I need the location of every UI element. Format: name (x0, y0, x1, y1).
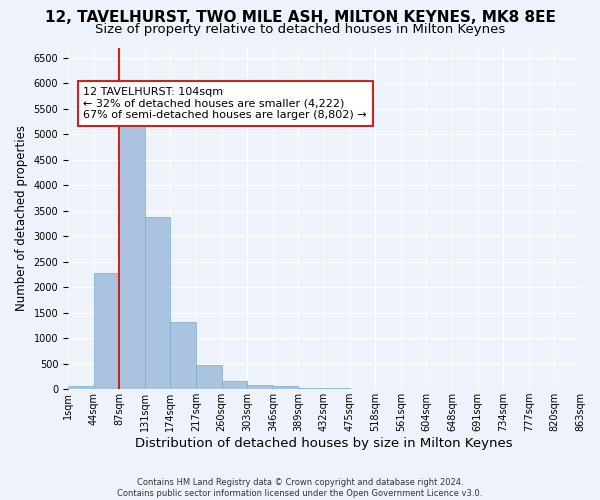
Bar (170, 322, 196, 389)
Bar (247, 384, 273, 389)
Text: Size of property relative to detached houses in Milton Keynes: Size of property relative to detached ho… (95, 22, 505, 36)
Bar (324, 388, 350, 389)
Bar (298, 388, 324, 389)
Bar (94, 273, 119, 389)
Bar (145, 217, 170, 389)
Bar (221, 381, 247, 389)
Text: 12 TAVELHURST: 104sqm
← 32% of detached houses are smaller (4,222)
67% of semi-d: 12 TAVELHURST: 104sqm ← 32% of detached … (83, 87, 367, 120)
Y-axis label: Number of detached properties: Number of detached properties (15, 126, 28, 312)
Text: Contains HM Land Registry data © Crown copyright and database right 2024.
Contai: Contains HM Land Registry data © Crown c… (118, 478, 482, 498)
Bar (119, 111, 145, 389)
X-axis label: Distribution of detached houses by size in Milton Keynes: Distribution of detached houses by size … (135, 437, 513, 450)
Bar (196, 364, 221, 389)
Bar (350, 388, 375, 389)
Bar (68, 386, 94, 389)
Text: 12, TAVELHURST, TWO MILE ASH, MILTON KEYNES, MK8 8EE: 12, TAVELHURST, TWO MILE ASH, MILTON KEY… (44, 10, 556, 25)
Bar (273, 386, 298, 389)
